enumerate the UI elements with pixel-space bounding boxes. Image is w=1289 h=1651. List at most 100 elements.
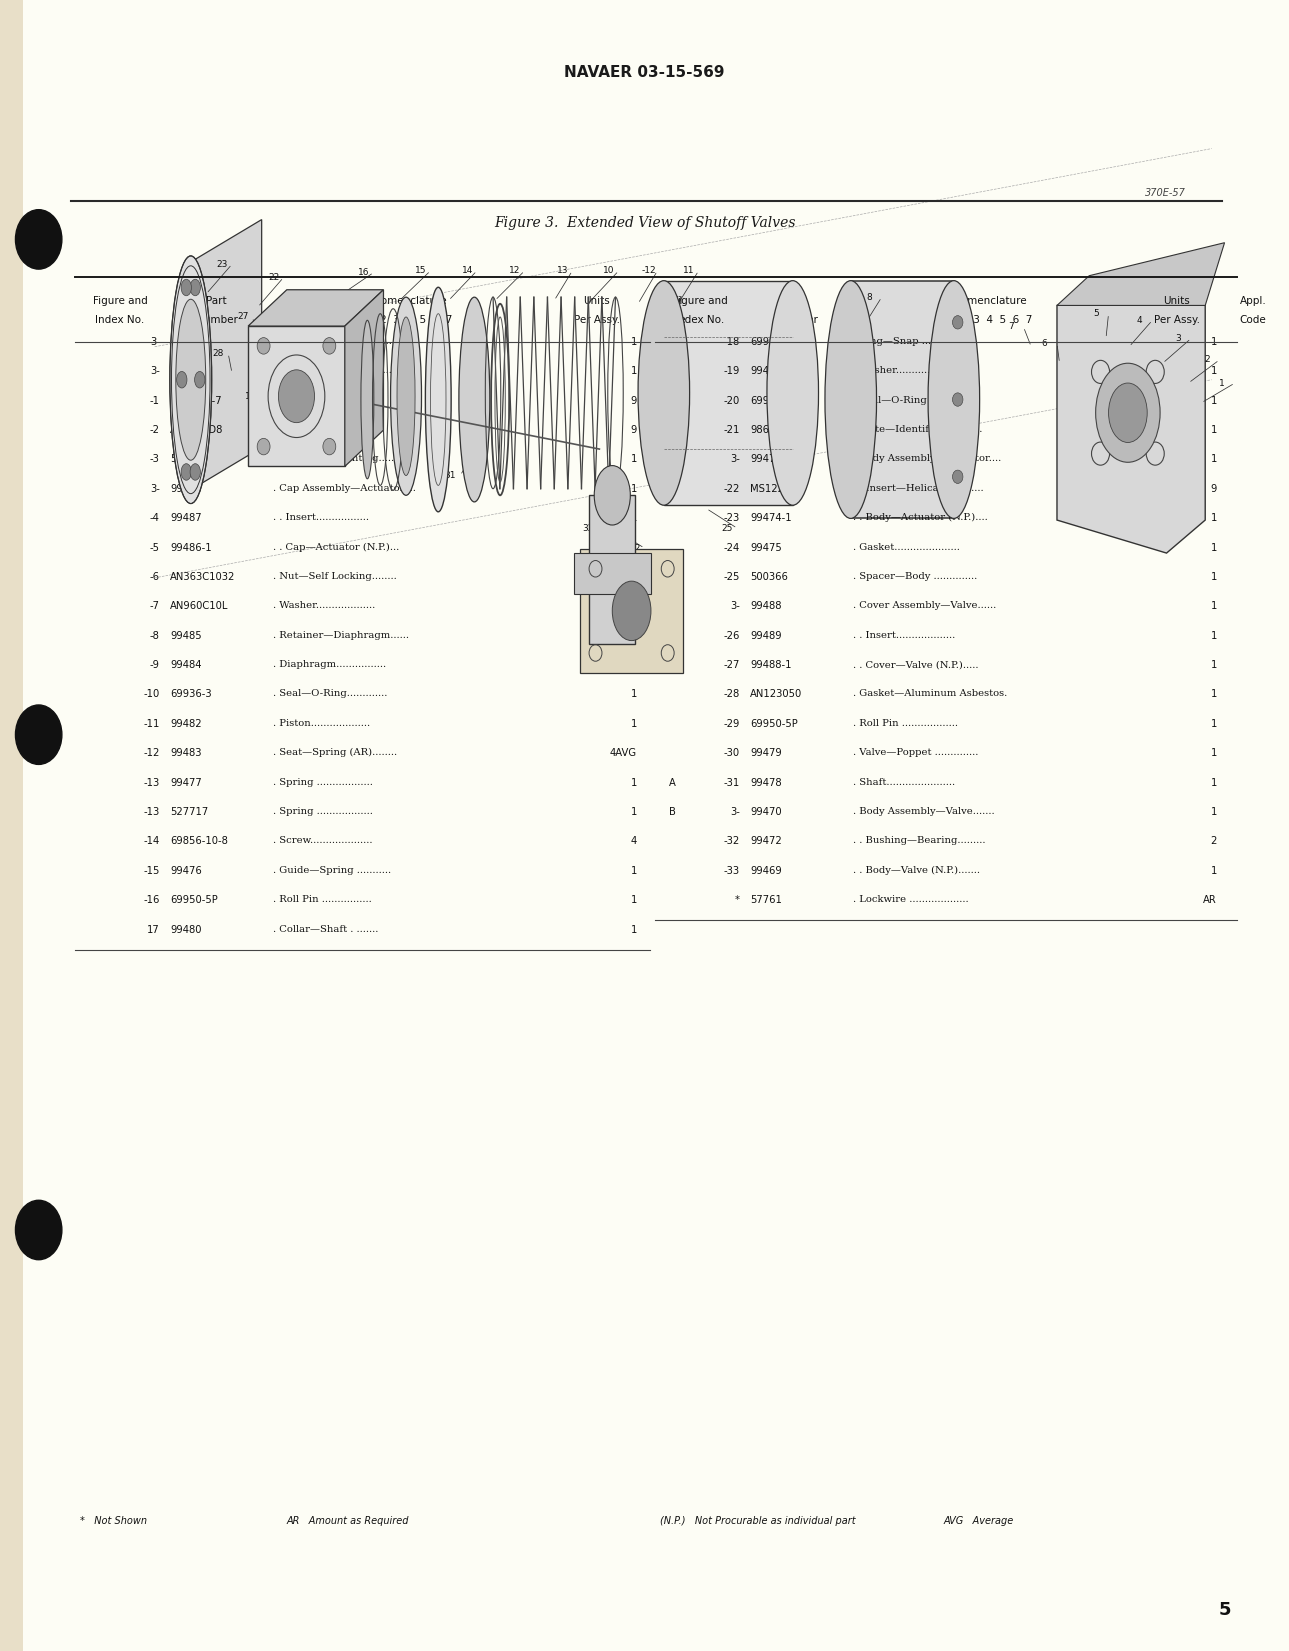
Text: -10: -10 — [143, 690, 160, 700]
Text: B: B — [669, 807, 677, 817]
Text: -1: -1 — [150, 396, 160, 406]
Ellipse shape — [397, 317, 415, 475]
Text: 4: 4 — [630, 837, 637, 847]
Text: AN123050: AN123050 — [750, 690, 803, 700]
Text: A: A — [669, 337, 677, 347]
Text: Index No.: Index No. — [675, 315, 724, 325]
Text: A: A — [669, 778, 677, 788]
Text: . Bracket—Mounting..........: . Bracket—Mounting.......... — [273, 454, 410, 464]
Ellipse shape — [953, 315, 963, 329]
Text: -32: -32 — [723, 837, 740, 847]
Text: -13: -13 — [143, 778, 160, 788]
Circle shape — [15, 1200, 62, 1260]
Text: 3-: 3- — [730, 807, 740, 817]
Text: . Shaft......................: . Shaft...................... — [853, 778, 955, 786]
Text: 33: 33 — [593, 566, 605, 576]
Text: 1: 1 — [1210, 807, 1217, 817]
Text: Index No.: Index No. — [95, 315, 144, 325]
Ellipse shape — [1109, 383, 1147, 442]
Text: . Washer...................: . Washer................... — [273, 424, 375, 434]
Text: 99474-1: 99474-1 — [750, 513, 791, 523]
Ellipse shape — [953, 393, 963, 406]
Ellipse shape — [189, 279, 200, 296]
Text: 5: 5 — [1218, 1601, 1231, 1618]
Text: 24: 24 — [657, 652, 669, 662]
Text: 22: 22 — [268, 272, 280, 282]
Ellipse shape — [322, 338, 335, 355]
Text: . Seat—Spring (AR)........: . Seat—Spring (AR)........ — [273, 748, 397, 758]
Text: 9: 9 — [780, 292, 785, 302]
Text: Number: Number — [776, 315, 817, 325]
Text: -33: -33 — [723, 865, 740, 875]
Text: 99484: 99484 — [170, 660, 201, 670]
Text: 99475: 99475 — [750, 543, 782, 553]
Text: -30: -30 — [723, 748, 740, 758]
Text: (N.P.)   Not Procurable as individual part: (N.P.) Not Procurable as individual part — [660, 1516, 856, 1526]
Text: Figure and: Figure and — [673, 296, 727, 305]
Text: 1: 1 — [630, 865, 637, 875]
Text: -27: -27 — [723, 660, 740, 670]
Text: 1: 1 — [630, 543, 637, 553]
Text: . Gasket.....................: . Gasket..................... — [853, 543, 960, 551]
Text: 99477: 99477 — [170, 778, 202, 788]
Bar — [247, 327, 345, 466]
Ellipse shape — [195, 371, 205, 388]
Text: 527717: 527717 — [170, 807, 209, 817]
Ellipse shape — [928, 281, 980, 518]
Text: . Collar—Shaft . .......: . Collar—Shaft . ....... — [273, 925, 379, 933]
Text: -6: -6 — [150, 571, 160, 581]
Text: AVG   Average: AVG Average — [944, 1516, 1013, 1526]
Text: AN363C1032: AN363C1032 — [170, 571, 236, 581]
Text: 29: 29 — [281, 438, 293, 447]
Ellipse shape — [612, 581, 651, 641]
Text: Nomenclature: Nomenclature — [953, 296, 1027, 305]
Ellipse shape — [953, 315, 963, 329]
Text: 500366: 500366 — [750, 571, 788, 581]
Text: -21: -21 — [723, 424, 740, 434]
Text: 1: 1 — [630, 690, 637, 700]
Text: 99469: 99469 — [750, 865, 782, 875]
Text: 1: 1 — [1210, 543, 1217, 553]
Text: 99488-1: 99488-1 — [750, 660, 791, 670]
Text: . Gasket—Aluminum Asbestos.: . Gasket—Aluminum Asbestos. — [853, 690, 1008, 698]
Text: Figure and: Figure and — [93, 296, 147, 305]
Text: B: B — [669, 367, 677, 376]
Text: 5: 5 — [1093, 309, 1098, 319]
Text: 17: 17 — [245, 391, 257, 401]
Text: 69936-3: 69936-3 — [170, 690, 211, 700]
Text: -5: -5 — [150, 543, 160, 553]
Text: 500365: 500365 — [170, 454, 208, 464]
Text: -9: -9 — [150, 660, 160, 670]
Text: 4: 4 — [1137, 315, 1142, 325]
Ellipse shape — [953, 471, 963, 484]
Text: Shutoff Valve Ref............: Shutoff Valve Ref............ — [273, 367, 398, 375]
Bar — [851, 281, 954, 518]
Ellipse shape — [177, 371, 187, 388]
Text: 1: 1 — [1210, 601, 1217, 611]
Text: . Screw....................: . Screw.................... — [273, 837, 373, 845]
Text: 3-: 3- — [730, 601, 740, 611]
Text: . Washer...................: . Washer................... — [273, 601, 375, 611]
Text: 16: 16 — [358, 267, 370, 277]
Text: Code: Code — [660, 315, 686, 325]
Text: 32: 32 — [629, 543, 641, 553]
Text: -20: -20 — [723, 396, 740, 406]
Text: 27: 27 — [237, 312, 249, 322]
Text: . . Insert—Helical Coil......: . . Insert—Helical Coil...... — [853, 484, 984, 492]
Text: 30: 30 — [338, 338, 349, 348]
Text: -8: -8 — [150, 631, 160, 641]
Polygon shape — [345, 291, 384, 466]
Text: 3: 3 — [1176, 334, 1181, 343]
Text: 1: 1 — [630, 484, 637, 494]
Text: Part: Part — [786, 296, 807, 305]
Text: AR: AR — [1203, 895, 1217, 905]
Text: 23: 23 — [217, 259, 228, 269]
Ellipse shape — [425, 287, 451, 512]
Text: -19: -19 — [723, 367, 740, 376]
Text: . Spacer—Body ..............: . Spacer—Body .............. — [853, 571, 977, 581]
Text: 99486-1: 99486-1 — [170, 543, 211, 553]
Text: . . Cap—Actuator (N.P.)...: . . Cap—Actuator (N.P.)... — [273, 543, 400, 551]
Text: 69936-3: 69936-3 — [750, 396, 791, 406]
Text: 99476: 99476 — [170, 865, 202, 875]
Text: . Guide—Spring ...........: . Guide—Spring ........... — [273, 865, 392, 875]
